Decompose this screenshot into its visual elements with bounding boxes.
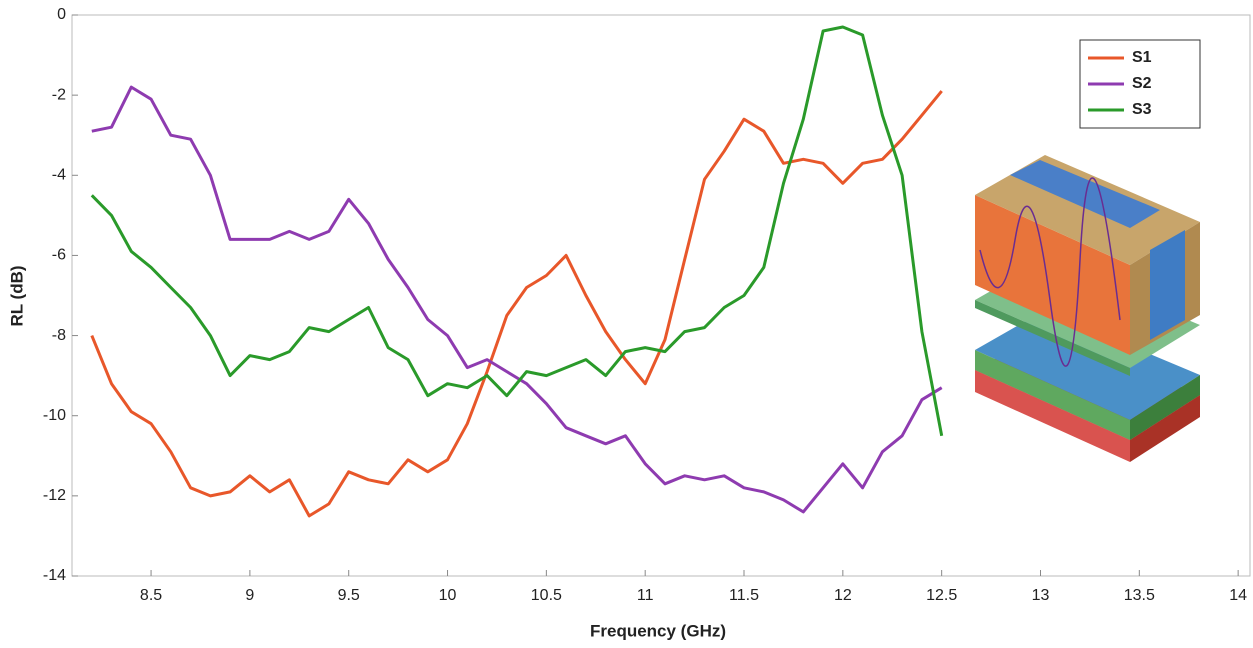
x-tick-label: 8.5 xyxy=(140,587,162,604)
series-line xyxy=(92,27,942,436)
x-axis-label: Frequency (GHz) xyxy=(590,621,726,640)
x-tick-label: 12 xyxy=(834,587,852,604)
y-axis-label: RL (dB) xyxy=(7,265,26,326)
x-tick-label: 9.5 xyxy=(338,587,360,604)
x-tick-label: 10.5 xyxy=(531,587,562,604)
chart: Frequency (GHz) RL (dB) 0 -2 -4 -6 -8 -10 -12 -… xyxy=(0,0,1253,648)
inset-illustration xyxy=(975,155,1200,462)
y-tick-label: -8 xyxy=(52,327,66,344)
series-line xyxy=(92,91,942,516)
y-tick-label: -2 xyxy=(52,86,66,103)
y-tick-label: -14 xyxy=(43,567,66,584)
y-tick-label: -4 xyxy=(52,167,66,184)
x-tick-label: 13.5 xyxy=(1124,587,1155,604)
x-tick-label: 14 xyxy=(1229,587,1247,604)
x-tick-label: 11.5 xyxy=(729,587,759,604)
y-tick-label: 0 xyxy=(57,6,66,23)
x-tick-label: 9 xyxy=(245,587,254,604)
legend-label: S1 xyxy=(1132,49,1152,66)
x-tick-label: 11 xyxy=(637,587,654,604)
x-tick-label: 13 xyxy=(1032,587,1050,604)
y-tick-label: -6 xyxy=(52,247,66,264)
x-tick-label: 10 xyxy=(439,587,457,604)
y-tick-label: -12 xyxy=(43,487,66,504)
legend-label: S3 xyxy=(1132,101,1152,118)
legend-label: S2 xyxy=(1132,75,1152,92)
y-tick-label: -10 xyxy=(43,407,66,424)
x-tick-label: 12.5 xyxy=(926,587,957,604)
